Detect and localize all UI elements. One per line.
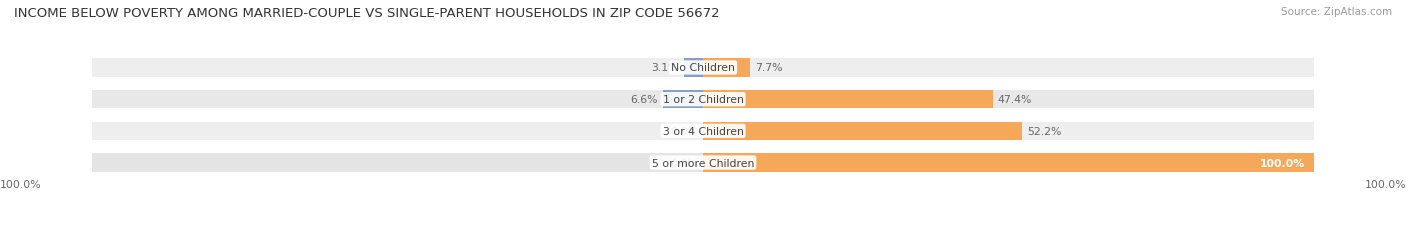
Bar [91, 59, 703, 77]
Bar [703, 154, 1315, 172]
Text: 0.0%: 0.0% [671, 126, 699, 136]
Bar [91, 154, 703, 172]
Text: 52.2%: 52.2% [1026, 126, 1062, 136]
Bar [703, 59, 749, 77]
Text: 47.4%: 47.4% [998, 95, 1032, 105]
Bar [703, 91, 1315, 109]
Bar [703, 122, 1315, 140]
Text: 7.7%: 7.7% [755, 63, 783, 73]
Text: No Children: No Children [671, 63, 735, 73]
Text: 6.6%: 6.6% [630, 95, 658, 105]
Text: 3.1%: 3.1% [651, 63, 679, 73]
Bar [91, 122, 703, 140]
Text: 1 or 2 Children: 1 or 2 Children [662, 95, 744, 105]
Text: INCOME BELOW POVERTY AMONG MARRIED-COUPLE VS SINGLE-PARENT HOUSEHOLDS IN ZIP COD: INCOME BELOW POVERTY AMONG MARRIED-COUPL… [14, 7, 720, 20]
Bar [91, 91, 703, 109]
Text: 100.0%: 100.0% [1260, 158, 1305, 168]
Bar [703, 122, 1022, 140]
Bar [703, 154, 1315, 172]
Bar [662, 91, 703, 109]
Text: 0.0%: 0.0% [671, 158, 699, 168]
Text: 100.0%: 100.0% [1364, 179, 1406, 189]
Text: Source: ZipAtlas.com: Source: ZipAtlas.com [1281, 7, 1392, 17]
Text: 5 or more Children: 5 or more Children [652, 158, 754, 168]
Bar [703, 91, 993, 109]
Text: 3 or 4 Children: 3 or 4 Children [662, 126, 744, 136]
Bar [685, 59, 703, 77]
Text: 100.0%: 100.0% [0, 179, 42, 189]
Bar [703, 59, 1315, 77]
